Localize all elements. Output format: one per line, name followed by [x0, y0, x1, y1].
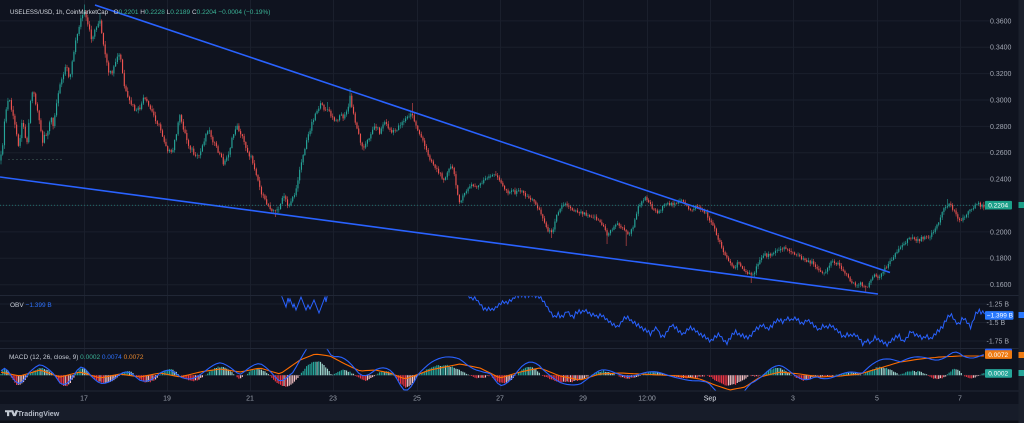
- svg-text:−1.399 B: −1.399 B: [987, 313, 1013, 320]
- svg-text:0.2800: 0.2800: [990, 124, 1012, 131]
- svg-text:USELESS/USD, 1h, CoinMarketCap: USELESS/USD, 1h, CoinMarketCap: [10, 9, 108, 16]
- svg-text:0.3400: 0.3400: [990, 45, 1012, 52]
- svg-text:0.0002: 0.0002: [988, 371, 1008, 378]
- svg-text:O0.2201 H0.2228 L0.2189 C0.: O0.2201 H0.2228 L0.2189 C0.2204 −0.0004 …: [114, 9, 271, 16]
- svg-text:27: 27: [496, 396, 504, 403]
- svg-text:0.0072: 0.0072: [988, 352, 1008, 359]
- svg-text:19: 19: [163, 396, 171, 403]
- svg-text:3: 3: [791, 396, 795, 403]
- svg-text:21: 21: [246, 396, 254, 403]
- svg-text:0.1800: 0.1800: [990, 256, 1012, 263]
- svg-text:TradingView: TradingView: [18, 410, 60, 418]
- svg-text:-1.75 B: -1.75 B: [987, 338, 1010, 345]
- svg-text:0.3000: 0.3000: [990, 97, 1012, 104]
- svg-text:0.2000: 0.2000: [990, 229, 1012, 236]
- svg-text:0.2600: 0.2600: [990, 150, 1012, 157]
- svg-text:0.3200: 0.3200: [990, 71, 1012, 78]
- svg-text:12:00: 12:00: [638, 396, 656, 403]
- svg-text:-1.5 B: -1.5 B: [987, 320, 1006, 327]
- svg-text:MACD (12, 26, close, 9) 0.0002: MACD (12, 26, close, 9) 0.0002 0.0074 0.…: [9, 354, 144, 361]
- svg-text:7: 7: [958, 396, 962, 403]
- svg-text:25: 25: [413, 396, 421, 403]
- svg-text:17: 17: [80, 396, 88, 403]
- svg-text:0.1600: 0.1600: [990, 282, 1012, 289]
- svg-text:-1.25 B: -1.25 B: [987, 301, 1010, 308]
- svg-text:23: 23: [329, 396, 337, 403]
- svg-text:0.2400: 0.2400: [990, 177, 1012, 184]
- svg-text:29: 29: [579, 396, 587, 403]
- svg-text:Sep: Sep: [704, 396, 717, 403]
- svg-text:OBV −1.399 B: OBV −1.399 B: [10, 302, 52, 309]
- svg-text:5: 5: [875, 396, 879, 403]
- svg-text:0.3600: 0.3600: [990, 18, 1012, 25]
- svg-text:0.2204: 0.2204: [988, 203, 1008, 210]
